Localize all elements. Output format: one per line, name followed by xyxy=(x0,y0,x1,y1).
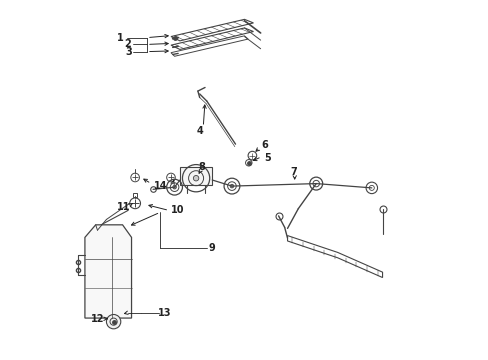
Circle shape xyxy=(193,175,199,181)
Text: 4: 4 xyxy=(196,126,203,135)
Text: 5: 5 xyxy=(264,153,271,163)
Text: 10: 10 xyxy=(170,206,184,216)
Text: 9: 9 xyxy=(208,243,215,253)
Text: 14: 14 xyxy=(153,181,166,191)
Circle shape xyxy=(172,185,176,189)
Text: 2: 2 xyxy=(123,40,130,49)
Text: 3: 3 xyxy=(125,46,132,57)
Polygon shape xyxy=(85,225,131,318)
Text: 12: 12 xyxy=(91,314,104,324)
Text: 7: 7 xyxy=(290,167,297,177)
Text: 13: 13 xyxy=(158,308,171,318)
Text: 1: 1 xyxy=(117,33,123,42)
FancyBboxPatch shape xyxy=(180,167,212,185)
Circle shape xyxy=(230,184,233,188)
Text: 8: 8 xyxy=(198,162,205,172)
Text: 11: 11 xyxy=(117,202,130,212)
Circle shape xyxy=(106,315,121,329)
Text: 6: 6 xyxy=(261,140,268,150)
